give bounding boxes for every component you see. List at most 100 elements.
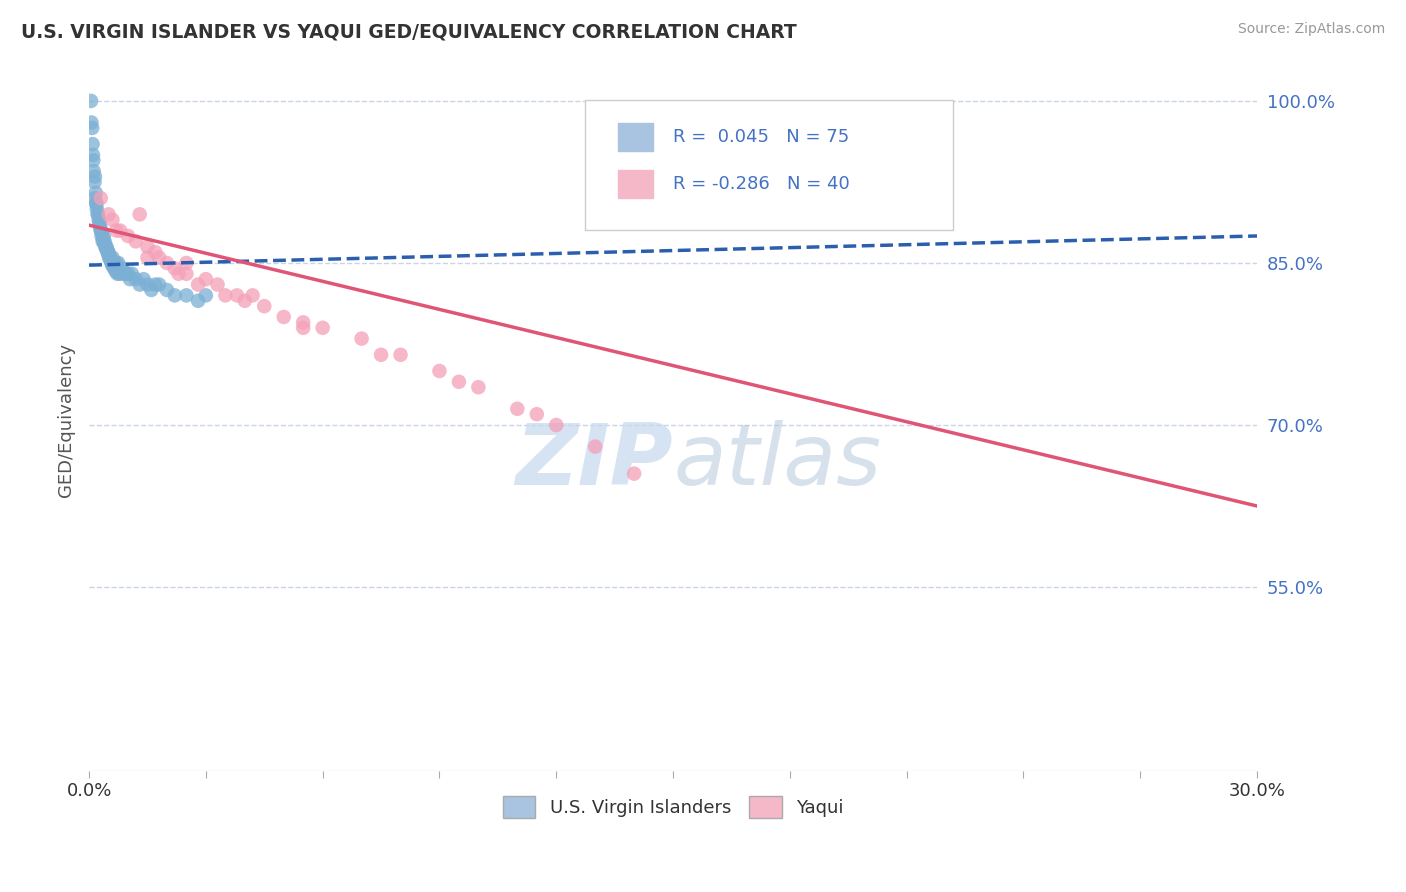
Point <box>110 223 132 237</box>
Point <box>136 251 159 265</box>
Point <box>214 288 236 302</box>
Point <box>148 251 170 265</box>
Point <box>90 223 112 237</box>
Point <box>128 277 150 292</box>
Point <box>96 243 118 257</box>
Point <box>233 293 256 308</box>
Point <box>105 256 128 270</box>
Point <box>187 293 209 308</box>
Point <box>176 288 198 302</box>
Point <box>94 240 117 254</box>
Bar <box>619 122 654 151</box>
Point <box>104 264 127 278</box>
Point <box>97 207 120 221</box>
Point <box>80 115 103 129</box>
Point <box>103 260 125 275</box>
Point <box>176 256 198 270</box>
Point <box>82 148 104 162</box>
Point <box>194 288 217 302</box>
Point <box>112 267 135 281</box>
Point <box>429 364 451 378</box>
Point <box>98 251 121 265</box>
Text: ZIP: ZIP <box>516 420 673 503</box>
Point <box>117 229 139 244</box>
Point <box>103 256 125 270</box>
Point <box>207 277 229 292</box>
Point <box>118 272 141 286</box>
Point <box>350 332 373 346</box>
Point <box>86 202 108 216</box>
Point <box>163 288 186 302</box>
Point <box>83 164 105 178</box>
Point <box>132 272 155 286</box>
Point <box>97 245 120 260</box>
Point <box>94 241 117 255</box>
Point <box>93 236 115 251</box>
Point <box>101 212 124 227</box>
Point <box>100 251 122 265</box>
Point <box>141 283 163 297</box>
Point <box>546 417 568 432</box>
Point <box>389 348 412 362</box>
Point <box>125 235 148 249</box>
Point <box>97 245 120 260</box>
FancyBboxPatch shape <box>585 100 953 230</box>
Point <box>105 261 128 276</box>
Y-axis label: GED/Equivalency: GED/Equivalency <box>58 343 75 497</box>
Point <box>87 207 110 221</box>
Point <box>167 267 190 281</box>
Point <box>156 256 179 270</box>
Point <box>98 252 121 266</box>
Point <box>370 348 392 362</box>
Point <box>117 267 139 281</box>
Point <box>163 261 186 276</box>
Point <box>136 240 159 254</box>
Point <box>100 256 122 270</box>
Point <box>96 240 118 254</box>
Point <box>121 267 143 281</box>
Text: R = -0.286   N = 40: R = -0.286 N = 40 <box>673 176 849 194</box>
Point <box>84 191 107 205</box>
Point <box>82 137 104 152</box>
Text: atlas: atlas <box>673 420 882 503</box>
Point <box>506 401 529 416</box>
Point <box>90 226 112 240</box>
Point <box>110 264 132 278</box>
Point <box>101 251 124 265</box>
Bar <box>619 170 654 198</box>
Point <box>292 315 315 329</box>
Point <box>107 256 129 270</box>
Point <box>108 261 131 276</box>
Point <box>91 232 114 246</box>
Point <box>187 277 209 292</box>
Point <box>104 262 127 277</box>
Point <box>84 186 107 200</box>
Point <box>253 299 276 313</box>
Point <box>136 277 159 292</box>
Point <box>311 320 333 334</box>
Point <box>156 283 179 297</box>
Point <box>107 267 129 281</box>
Text: R =  0.045   N = 75: R = 0.045 N = 75 <box>673 128 849 145</box>
Point <box>89 221 111 235</box>
Point <box>80 94 103 108</box>
Point <box>93 229 115 244</box>
Point <box>143 277 166 292</box>
Point <box>91 235 114 249</box>
Point <box>86 207 108 221</box>
Point <box>226 288 249 302</box>
Point <box>111 261 134 276</box>
Point <box>83 175 105 189</box>
Point <box>103 256 125 270</box>
Point <box>108 267 131 281</box>
Point <box>194 272 217 286</box>
Point <box>84 169 107 184</box>
Point <box>93 235 115 249</box>
Point <box>100 253 122 268</box>
Point <box>90 229 112 244</box>
Point <box>84 196 107 211</box>
Point <box>128 207 150 221</box>
Point <box>105 223 128 237</box>
Point <box>82 120 104 135</box>
Point <box>97 247 120 261</box>
